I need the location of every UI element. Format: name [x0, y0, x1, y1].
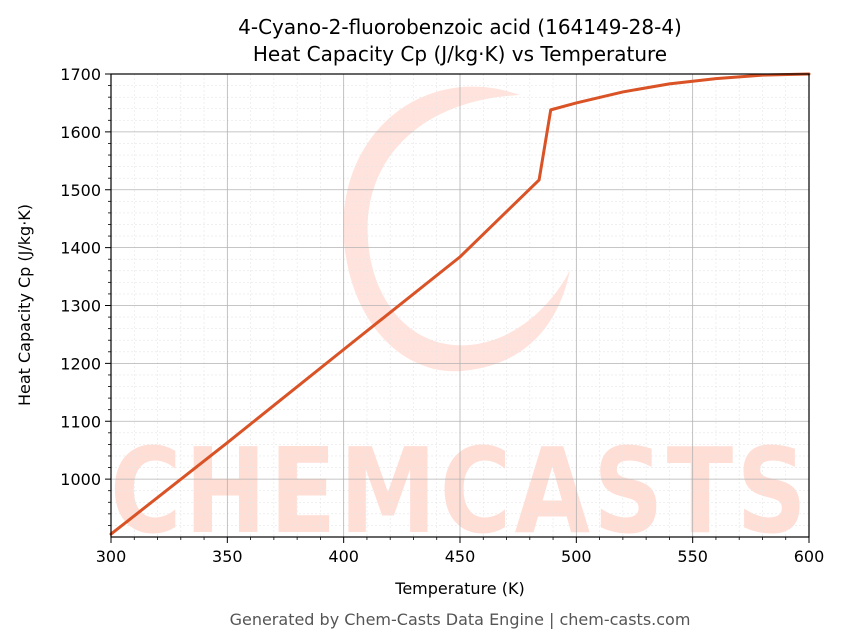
y-tick-label: 1200 [60, 354, 101, 373]
y-tick-label: 1700 [60, 65, 101, 84]
x-tick-label: 300 [96, 547, 127, 566]
chart-subtitle: Heat Capacity Cp (J/kg·K) vs Temperature [253, 42, 667, 66]
y-tick-label: 1100 [60, 412, 101, 431]
x-tick-label: 550 [677, 547, 708, 566]
x-tick-label: 600 [794, 547, 825, 566]
chart-title: 4-Cyano-2-fluorobenzoic acid (164149-28-… [238, 15, 682, 39]
x-tick-label: 500 [561, 547, 592, 566]
x-tick-label: 350 [212, 547, 243, 566]
y-tick-label: 1400 [60, 239, 101, 258]
x-tick-label: 450 [445, 547, 476, 566]
y-axis-label: Heat Capacity Cp (J/kg·K) [15, 204, 34, 406]
y-axis-ticks: 1000 1100 1200 1300 1400 1500 1600 1700 [60, 65, 111, 526]
series-layer [109, 72, 811, 536]
y-tick-label: 1300 [60, 297, 101, 316]
x-axis-label: Temperature (K) [394, 579, 524, 598]
footer-credit: Generated by Chem-Casts Data Engine | ch… [230, 610, 691, 629]
y-tick-label: 1600 [60, 123, 101, 142]
y-tick-label: 1500 [60, 181, 101, 200]
series-line-1 [109, 72, 811, 536]
y-tick-label: 1000 [60, 470, 101, 489]
x-tick-label: 400 [328, 547, 359, 566]
grid-major [110, 73, 810, 537]
x-axis-ticks: 300 350 400 450 500 550 600 [96, 537, 825, 566]
